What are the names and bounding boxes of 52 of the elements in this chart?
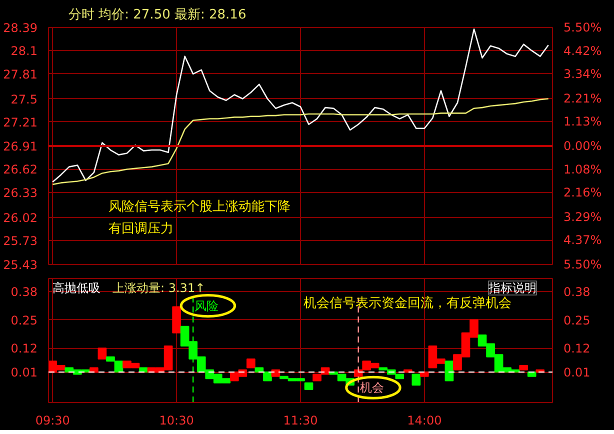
annotation: 风险信号表示个股上涨动能下降 [108, 200, 290, 214]
x-tick-label: 11:30 [283, 414, 318, 428]
annotation: 机会信号表示资金回流，有反弹机会 [304, 294, 512, 311]
y2-tick-label: 2.21% [564, 91, 602, 106]
y2-tick-label: 3.34% [564, 67, 602, 82]
chart-title: 高抛低吸 [52, 280, 100, 295]
annotation: 指标说明 [488, 280, 536, 295]
y2-tick-label: 1.08% [564, 162, 602, 176]
y-tick-label: 26.62 [3, 162, 38, 177]
y2-tick-label: 3.29% [564, 210, 602, 224]
bar [412, 374, 421, 386]
bar [90, 367, 98, 373]
y2-tick-label: 0.38 [564, 285, 590, 300]
bar [527, 372, 536, 377]
y2-tick-label: 0.25 [564, 313, 590, 328]
y-tick-label: 0.38 [10, 285, 38, 300]
x-tick-label: 14:00 [407, 414, 442, 428]
y2-tick-label: 2.16% [564, 186, 602, 200]
annotation: 有回调压力 [108, 222, 174, 236]
bar [444, 360, 454, 382]
y2-tick-label: 5.50% [564, 20, 602, 34]
y-tick-label: 26.33 [3, 186, 38, 200]
y2-tick-label: 0.01 [564, 366, 590, 380]
y-tick-label: 0.12 [10, 342, 38, 356]
y2-tick-label: 5.50% [564, 258, 602, 272]
y-tick-label: 0.25 [10, 313, 38, 328]
line-series [52, 98, 550, 186]
line-series [52, 28, 550, 183]
y-tick-label: 26.02 [3, 210, 38, 225]
bar [98, 348, 107, 360]
bar [420, 372, 429, 377]
y-tick-label: 25.73 [3, 234, 38, 248]
annotation: 机会 [360, 380, 384, 395]
y-tick-label: 27.81 [3, 67, 38, 82]
y2-tick-label: 1.13% [564, 114, 602, 129]
y-tick-label: 25.43 [3, 258, 38, 272]
bar [519, 365, 528, 370]
x-tick-label: 09:30 [35, 414, 70, 428]
annotation: 风险 [194, 298, 219, 313]
y2-tick-label: 4.42% [564, 44, 602, 58]
y-tick-label: 26.91 [3, 140, 38, 154]
y-tick-label: 28.39 [3, 21, 38, 35]
y2-tick-label: 4.37% [564, 233, 602, 248]
y2-tick-label: 0.00% [564, 139, 602, 153]
x-tick-label: 10:30 [159, 414, 194, 428]
bar [172, 306, 181, 334]
y-tick-label: 28.1 [10, 44, 38, 58]
y2-tick-label: 0.12 [564, 342, 590, 356]
chart-subtitle: 分时 均价: 27.50 最新: 28.16 [68, 8, 246, 22]
y-tick-label: 27.21 [3, 115, 38, 130]
y-tick-label: 27.5 [10, 92, 38, 106]
y-tick-label: 0.01 [10, 366, 38, 380]
